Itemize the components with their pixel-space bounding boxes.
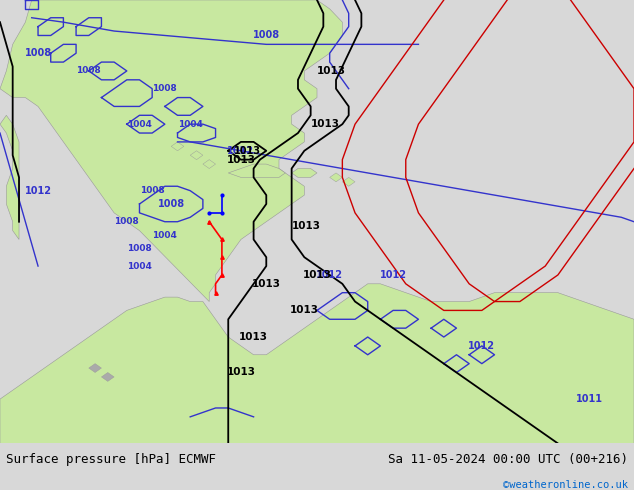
Polygon shape (0, 115, 19, 240)
Text: 1012: 1012 (469, 341, 495, 351)
Text: 1012: 1012 (316, 270, 343, 280)
Text: 1004: 1004 (127, 120, 152, 129)
Polygon shape (101, 372, 114, 381)
Text: 1013: 1013 (234, 146, 261, 156)
Text: 1013: 1013 (226, 368, 256, 377)
Polygon shape (342, 177, 355, 186)
Text: 1013: 1013 (302, 270, 332, 280)
Polygon shape (203, 160, 216, 169)
Text: ©weatheronline.co.uk: ©weatheronline.co.uk (503, 480, 628, 490)
Text: 1008: 1008 (127, 244, 152, 253)
Text: 1008: 1008 (158, 199, 184, 209)
Polygon shape (0, 284, 634, 443)
Text: 1004: 1004 (152, 230, 178, 240)
Text: 1012: 1012 (380, 270, 406, 280)
Polygon shape (190, 151, 203, 160)
Polygon shape (228, 164, 285, 177)
Text: 1004: 1004 (127, 262, 152, 270)
Text: 1008: 1008 (76, 67, 101, 75)
Text: Surface pressure [hPa] ECMWF: Surface pressure [hPa] ECMWF (6, 453, 216, 466)
Text: 1008: 1008 (139, 186, 165, 195)
Text: 1008: 1008 (114, 217, 139, 226)
Text: 1013: 1013 (292, 221, 321, 231)
Polygon shape (171, 142, 184, 151)
Text: 1012: 1012 (25, 186, 53, 196)
Text: 1013: 1013 (311, 119, 340, 129)
Text: 1004: 1004 (178, 120, 203, 129)
Text: 1013: 1013 (226, 155, 256, 165)
Text: 1013: 1013 (290, 305, 319, 316)
Text: 1013: 1013 (317, 66, 346, 76)
Text: 1011: 1011 (576, 394, 603, 404)
Polygon shape (0, 0, 342, 301)
Text: 1013: 1013 (239, 332, 268, 342)
Polygon shape (89, 364, 101, 372)
Text: 1008: 1008 (152, 84, 178, 93)
Text: 1008: 1008 (253, 30, 280, 40)
Text: Sa 11-05-2024 00:00 UTC (00+216): Sa 11-05-2024 00:00 UTC (00+216) (387, 453, 628, 466)
Polygon shape (330, 173, 342, 182)
Text: 1012: 1012 (228, 146, 254, 156)
Text: 1013: 1013 (252, 279, 281, 289)
Polygon shape (292, 169, 317, 177)
Text: 1008: 1008 (25, 48, 53, 58)
